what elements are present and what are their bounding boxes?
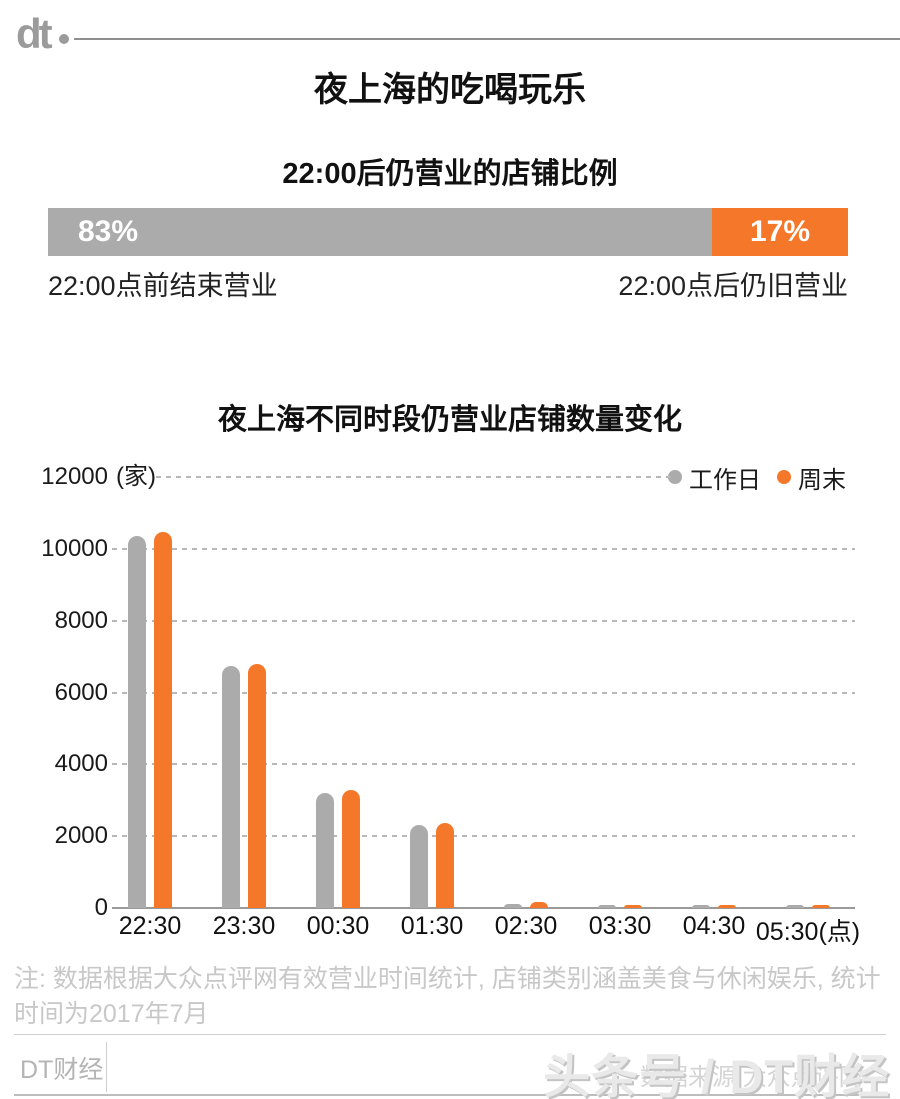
header-rule [74, 38, 900, 40]
legend-item-周末: 周末 [777, 460, 846, 495]
footer-vertical-divider [106, 1042, 107, 1092]
bar-工作日-04:30 [692, 905, 710, 908]
gridline-10000 [112, 547, 855, 550]
share-section-title: 22:00后仍营业的店铺比例 [282, 158, 618, 190]
legend-label: 工作日 [689, 466, 761, 494]
bar-工作日-00:30 [316, 793, 334, 908]
data-source-text: 数据来源:大众点评网 [640, 1064, 863, 1091]
share-pct-right: 17% [749, 215, 811, 248]
share-pct-left: 83% [78, 215, 139, 248]
bar-周末-03:30 [624, 905, 642, 908]
legend-label: 周末 [798, 466, 846, 494]
gridline-6000 [112, 691, 855, 694]
x-axis-line [112, 907, 855, 909]
footer-divider-bottom [14, 1094, 886, 1096]
bar-chart-title: 夜上海不同时段仍营业店铺数量变化 [217, 404, 682, 436]
y-tick-label-2000: 2000 [54, 822, 108, 850]
gridline-12000 [156, 476, 672, 478]
y-tick-label-0: 0 [94, 894, 108, 921]
logo-dot-icon [59, 34, 69, 44]
x-tick-label-04:30: 04:30 [682, 912, 746, 940]
gridline-8000 [112, 619, 855, 622]
bar-工作日-02:30 [504, 904, 522, 908]
y-tick-label-6000: 6000 [54, 678, 108, 706]
chart-legend: 工作日 周末 [668, 460, 846, 495]
x-tick-label-02:30: 02:30 [494, 912, 558, 940]
bar-工作日-05:30 [786, 905, 804, 908]
bar-工作日-01:30 [410, 825, 428, 908]
y-tick-label-4000: 4000 [54, 750, 108, 778]
footer-brand: DT财经 [20, 1056, 104, 1084]
page-title: 夜上海的吃喝玩乐 [314, 71, 586, 109]
x-tick-label-03:30: 03:30 [588, 912, 652, 940]
bar-周末-02:30 [530, 902, 548, 908]
bar-周末-00:30 [342, 789, 360, 908]
bar-周末-23:30 [248, 663, 266, 908]
share-stacked-bar: 83% 17% [48, 208, 848, 256]
bar-周末-22:30 [154, 531, 172, 908]
legend-dot-icon [777, 470, 791, 484]
share-segment-after-2200: 17% [712, 208, 848, 256]
legend-item-工作日: 工作日 [668, 460, 761, 495]
x-tick-label-22:30: 22:30 [118, 912, 182, 940]
bar-工作日-23:30 [222, 665, 240, 908]
x-tick-label-05:30: 05:30(点) [755, 918, 861, 946]
bar-工作日-03:30 [598, 905, 616, 908]
bar-周末-01:30 [436, 822, 454, 908]
y-axis-unit: (家) [116, 463, 156, 490]
y-tick-label-12000: 12000 [41, 463, 108, 490]
y-tick-label-10000: 10000 [41, 534, 108, 562]
watermark-text: 头条号 / DT财经 [543, 1050, 890, 1099]
legend-dot-icon [668, 470, 682, 484]
x-tick-label-23:30: 23:30 [212, 912, 276, 940]
share-segment-before-2200: 83% [48, 208, 712, 256]
x-tick-label-01:30: 01:30 [400, 912, 464, 940]
bar-周末-05:30 [812, 905, 830, 908]
footer-divider-top [14, 1034, 886, 1035]
bar-工作日-22:30 [128, 536, 146, 908]
gridline-4000 [112, 763, 855, 766]
share-label-left: 22:00点前结束营业 [48, 271, 278, 301]
x-tick-label-00:30: 00:30 [306, 912, 370, 940]
bar-周末-04:30 [718, 905, 736, 908]
share-bar-labels: 22:00点前结束营业 22:00点后仍旧营业 [48, 264, 848, 303]
share-label-right: 22:00点后仍旧营业 [618, 271, 848, 301]
dt-logo: dt [16, 10, 53, 57]
y-tick-label-8000: 8000 [54, 606, 108, 634]
gridline-2000 [112, 835, 855, 838]
footnote: 注: 数据根据大众点评网有效营业时间统计, 店铺类别涵盖美食与休闲娱乐, 统计时… [14, 965, 881, 1028]
